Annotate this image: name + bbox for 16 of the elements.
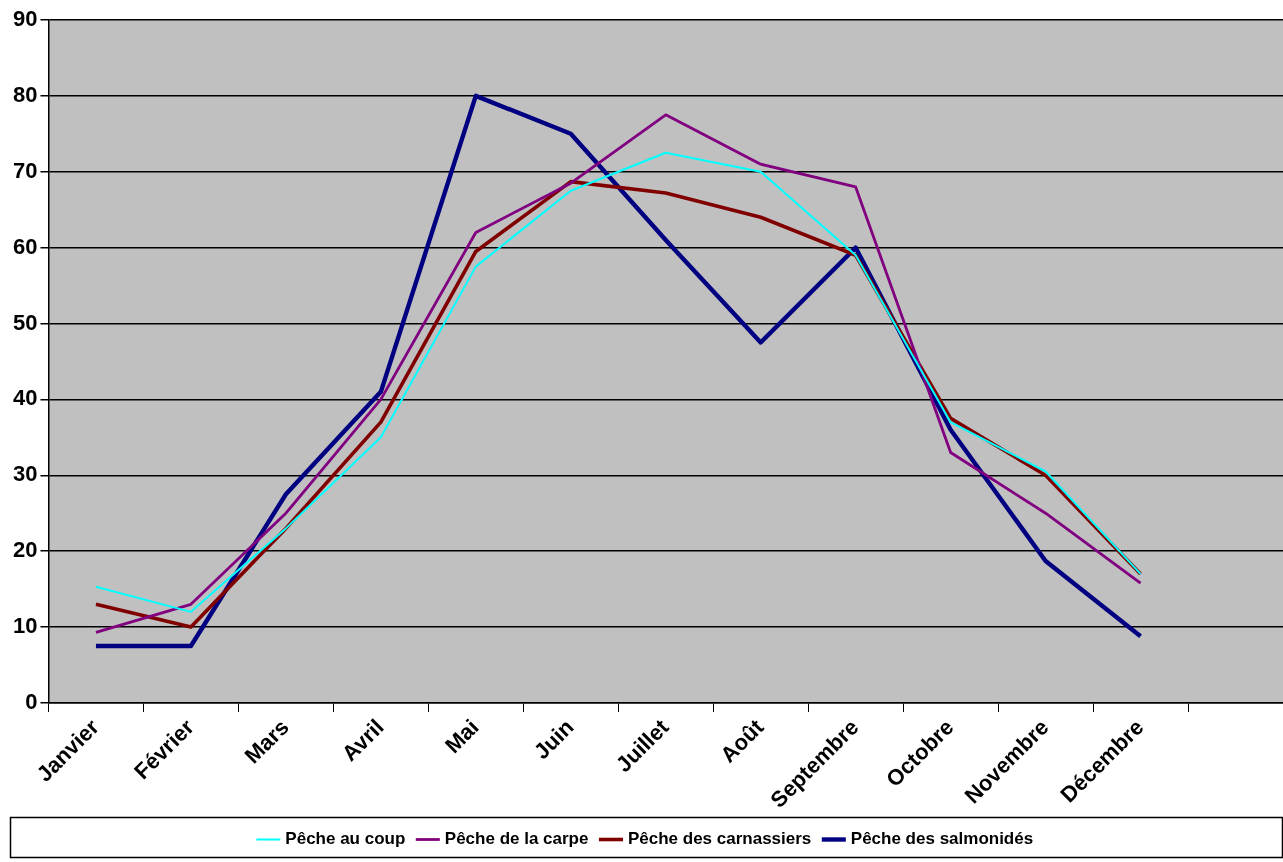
y-tick-label: 30 bbox=[12, 461, 38, 487]
y-tick-label: 80 bbox=[12, 81, 38, 107]
y-tick-label: 40 bbox=[12, 385, 38, 411]
legend-label: Pêche des salmonidés bbox=[850, 829, 1034, 849]
x-tick-label: Juin bbox=[528, 714, 579, 765]
y-tick-label: 60 bbox=[12, 233, 38, 259]
y-tick-label: 90 bbox=[12, 6, 38, 32]
y-tick-label: 20 bbox=[12, 537, 38, 563]
y-tick-label: 0 bbox=[25, 688, 38, 714]
legend-label: Pêche de la carpe bbox=[444, 829, 589, 849]
x-tick-label: Mai bbox=[440, 714, 484, 759]
legend-label: Pêche au coup bbox=[285, 829, 406, 849]
y-tick-label: 10 bbox=[12, 613, 38, 639]
y-tick-label: 50 bbox=[12, 309, 38, 335]
y-tick-label: 70 bbox=[12, 157, 38, 183]
legend-label: Pêche des carnassiers bbox=[627, 829, 812, 849]
